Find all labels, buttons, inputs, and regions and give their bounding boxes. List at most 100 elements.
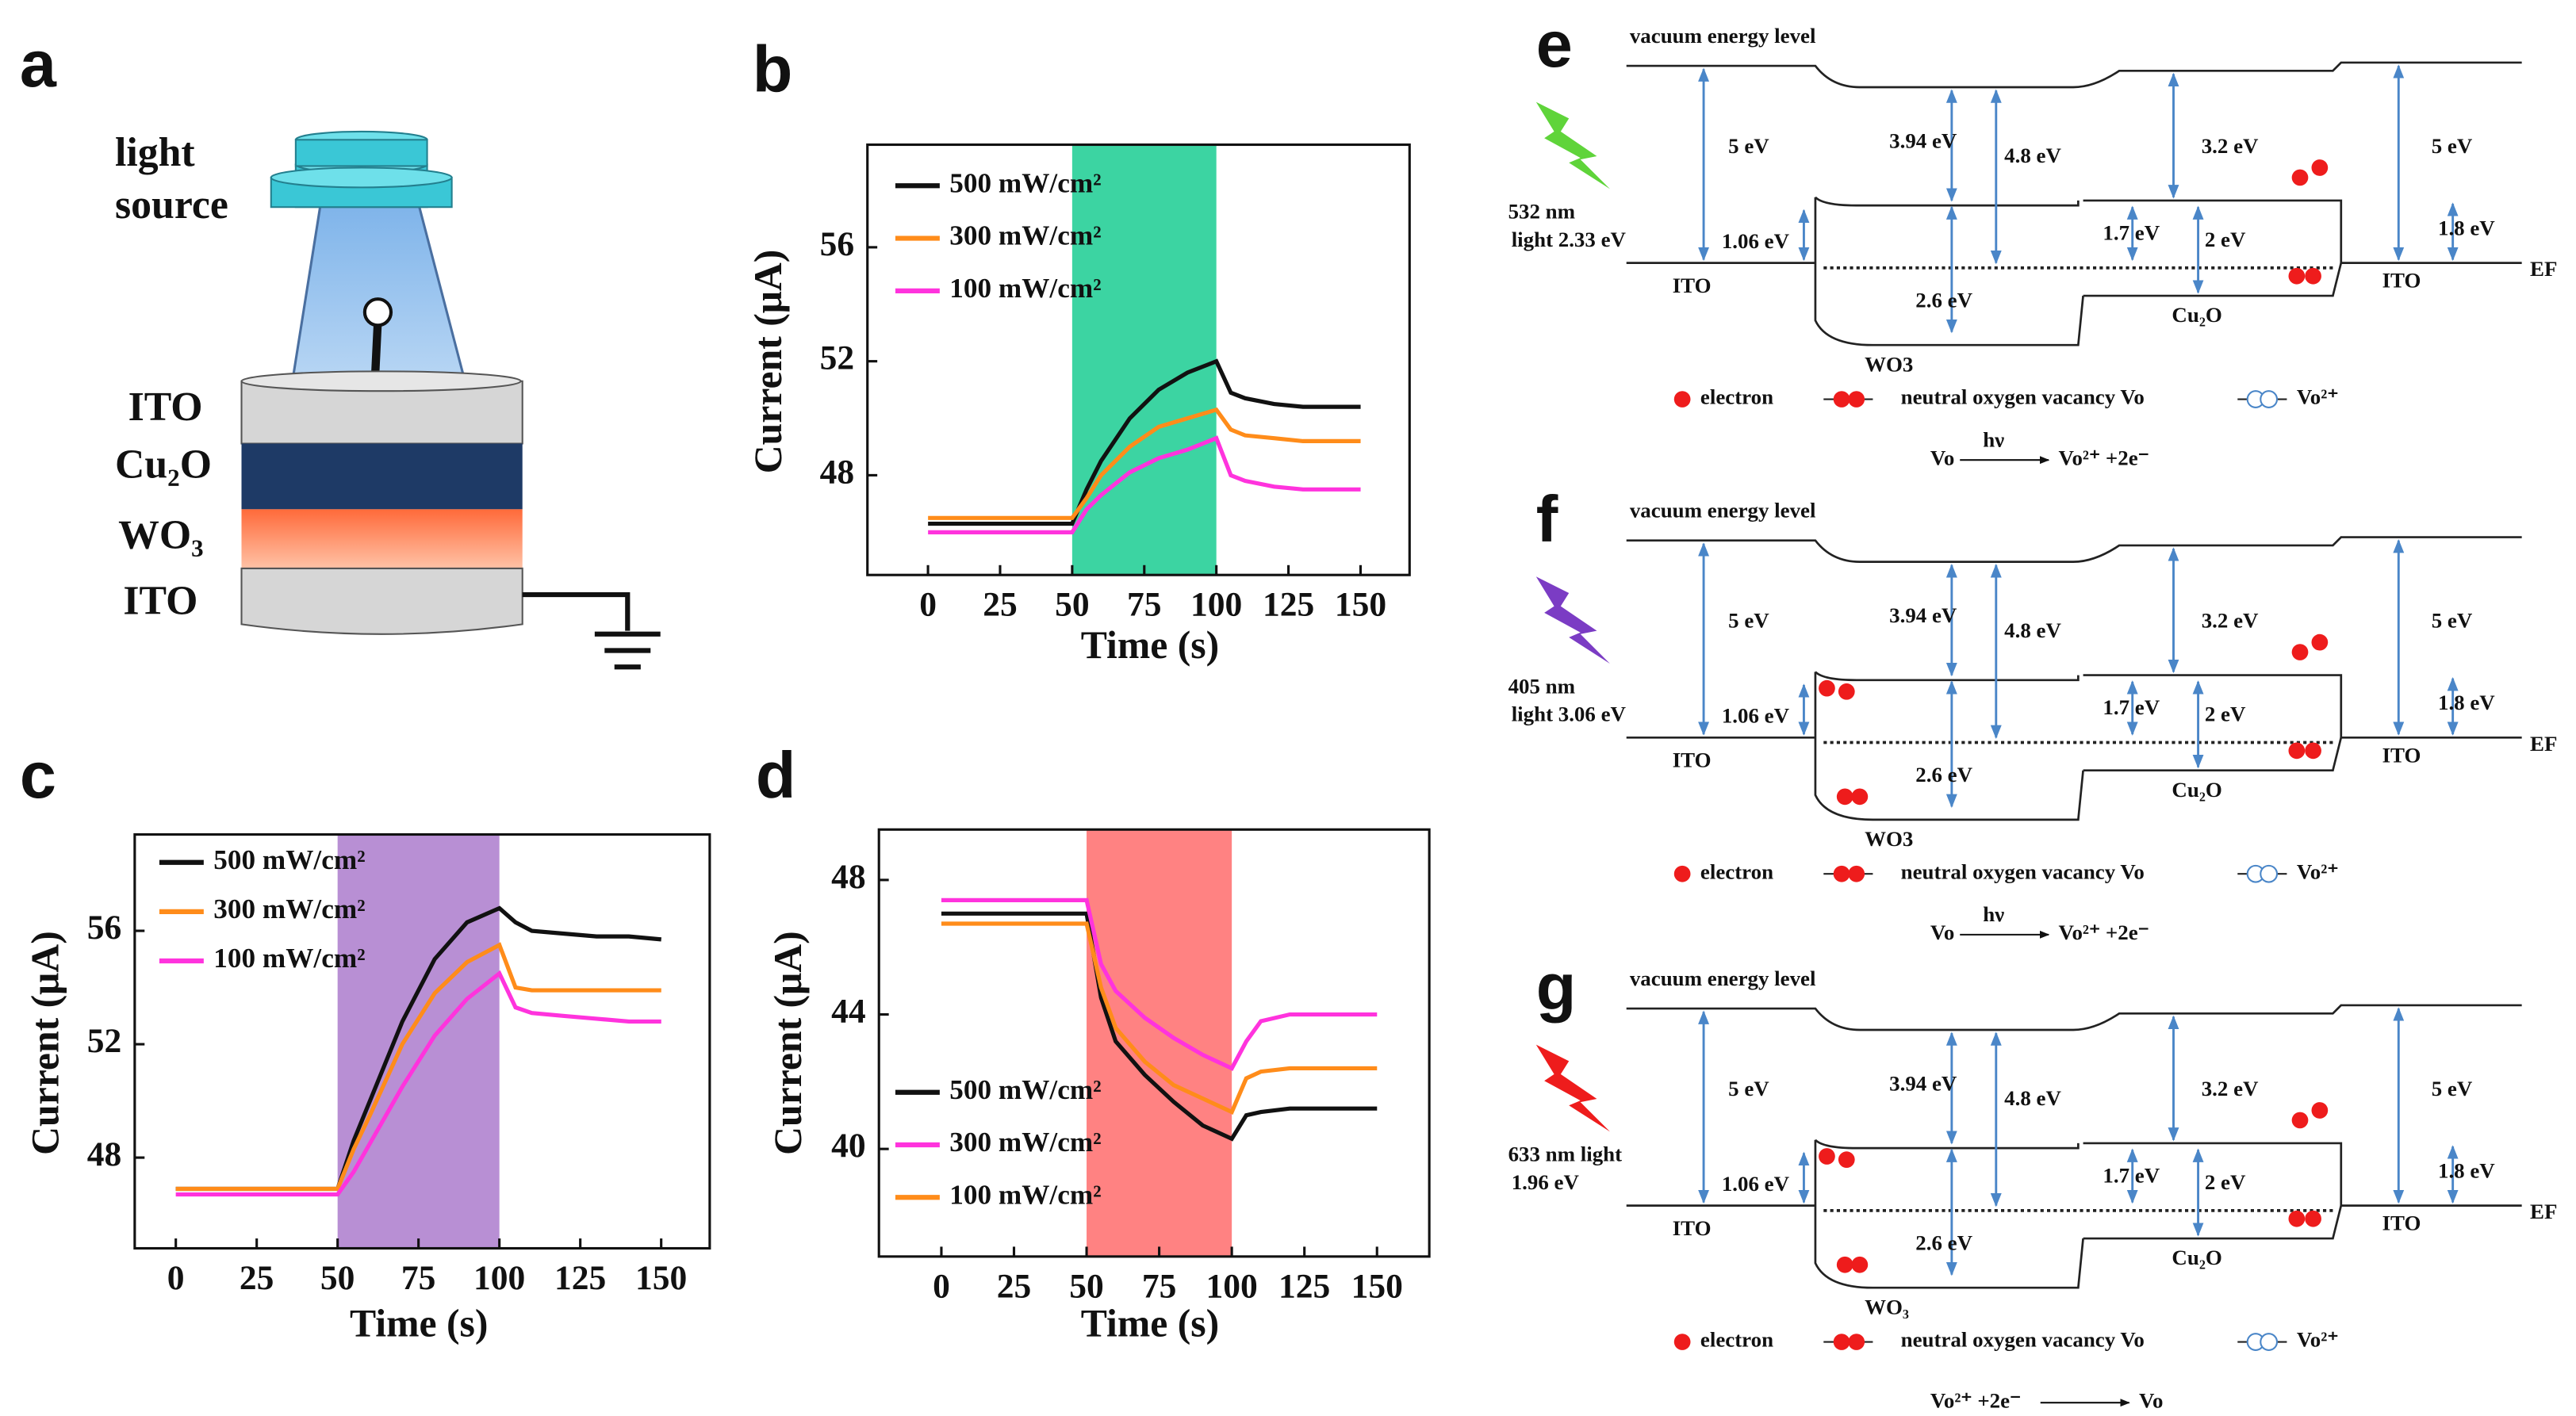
electron [2291, 644, 2309, 660]
y-tick-label: 52 [820, 339, 855, 377]
diagram-text: neutral oxygen vacancy Vo [1901, 859, 2145, 883]
electron [1836, 788, 1853, 806]
diagram-text: 5 eV [2432, 1077, 2473, 1100]
diagram-text: 2.6 eV [1915, 763, 1972, 786]
panel-label: f [1536, 482, 1558, 556]
device [240, 130, 661, 670]
diagram-text: 1.7 eV [2103, 695, 2160, 719]
electron [2291, 169, 2309, 186]
panel-label: g [1536, 950, 1577, 1024]
diagram-text: Cu₂O [2172, 303, 2221, 327]
legend-label: 100 mW/cm² [949, 1179, 1101, 1210]
diagram-text: vacuum energy level [1630, 966, 1816, 990]
layer-label: ITO [128, 385, 203, 430]
diagram-text: 2.6 eV [1915, 289, 1972, 312]
x-tick-label: 0 [933, 1267, 950, 1305]
diagram-text: 405 nm [1508, 674, 1575, 698]
diagram-text: 3.94 eV [1889, 603, 1957, 627]
band-line [2083, 262, 2343, 297]
diagram-text: Vo [2139, 1388, 2163, 1412]
diagram-text: electron [1700, 385, 1773, 409]
device-label: source [115, 182, 228, 228]
diagram-text: 633 nm light [1508, 1142, 1623, 1166]
x-axis-label: Time (s) [1081, 623, 1219, 667]
x-tick-label: 100 [473, 1259, 525, 1297]
diagram-text: Cu₂O [2172, 1246, 2221, 1269]
band-line [1814, 1139, 2084, 1289]
diagram-text: 532 nm [1508, 200, 1575, 224]
legend-label: 100 mW/cm² [949, 273, 1101, 304]
band-line [1626, 61, 2522, 89]
x-tick-label: 125 [1263, 586, 1314, 624]
electron [2288, 267, 2306, 285]
diagram-text: 4.8 eV [2004, 1086, 2061, 1110]
band-line [2083, 1142, 2522, 1207]
band-line [1814, 196, 2080, 207]
diagram-text: Vo²⁺ +2e⁻ [2059, 920, 2149, 944]
shade [1071, 144, 1217, 576]
y-tick-label: 48 [831, 858, 866, 896]
series-line [941, 897, 1378, 1071]
plot-frame [866, 143, 1411, 576]
shade [1087, 829, 1232, 1257]
layer-label: ITO [123, 578, 197, 623]
diagram-text: 1.7 eV [2103, 221, 2160, 245]
legend-vacancy [1833, 391, 1850, 408]
x-tick-label: 150 [1335, 586, 1386, 624]
y-axis-label: Current (μA) [766, 931, 810, 1155]
diagram-text: neutral oxygen vacancy Vo [1901, 1328, 2145, 1352]
diagram-text: ITO [1673, 748, 1712, 772]
legend-label: 300 mW/cm² [949, 1127, 1101, 1158]
diagram-text: ITO [1673, 1216, 1712, 1240]
legend-label: 500 mW/cm² [213, 844, 365, 875]
x-tick-label: 50 [1055, 586, 1090, 624]
diagram-text: Vo²⁺ [2297, 385, 2339, 409]
x-tick-label: 50 [320, 1259, 355, 1297]
band-line [1814, 672, 2084, 821]
diagram-text: 3.2 eV [2202, 608, 2259, 632]
diagram-text: Vo [1930, 446, 1954, 469]
x-tick-label: 25 [240, 1259, 274, 1297]
series-line [928, 407, 1361, 520]
diagram-text: 4.8 eV [2004, 618, 2061, 642]
diagram-text: EF [2530, 732, 2557, 756]
diagram-text: light 3.06 eV [1512, 702, 1627, 726]
legend-electron [1673, 1334, 1691, 1350]
diagram-text: 5 eV [1728, 134, 1769, 158]
y-tick-label: 56 [87, 909, 122, 947]
diagram-text: 2 eV [2205, 228, 2246, 251]
diagram-text: 1.06 eV [1722, 704, 1790, 728]
y-tick-label: 48 [820, 453, 855, 491]
diagram-text: hν [1983, 428, 2004, 452]
x-tick-label: 50 [1069, 1267, 1104, 1305]
electron [2311, 633, 2329, 651]
shade [337, 834, 500, 1249]
diagram-text: 3.2 eV [2202, 1077, 2259, 1100]
light-bolt [1535, 101, 1610, 189]
x-tick-label: 25 [983, 586, 1018, 624]
panel-label: d [756, 738, 796, 812]
light-bolt [1535, 576, 1610, 664]
diagram-text: Vo²⁺ [2297, 859, 2339, 883]
x-tick-label: 75 [1127, 586, 1162, 624]
series-line [941, 911, 1378, 1142]
diagram-text: light 2.33 eV [1512, 228, 1627, 251]
electron [1819, 1148, 1835, 1165]
series-line [928, 358, 1361, 526]
x-axis-label: Time (s) [1081, 1301, 1219, 1345]
diagram-text: WO3 [1865, 352, 1913, 376]
x-tick-label: 25 [997, 1267, 1032, 1305]
diagram-text: 3.94 eV [1889, 129, 1957, 153]
diagram-text: 1.7 eV [2103, 1164, 2160, 1188]
plot-frame [877, 828, 1431, 1258]
legend-label: 100 mW/cm² [213, 943, 365, 974]
series-line [928, 435, 1361, 534]
electron [2305, 267, 2321, 285]
legend-ion [2260, 390, 2279, 408]
electron [1819, 679, 1835, 697]
series-line [941, 921, 1378, 1116]
legend-ion [2260, 1333, 2279, 1351]
legend-electron [1673, 391, 1691, 408]
diagram-text: 2 eV [2205, 702, 2246, 726]
